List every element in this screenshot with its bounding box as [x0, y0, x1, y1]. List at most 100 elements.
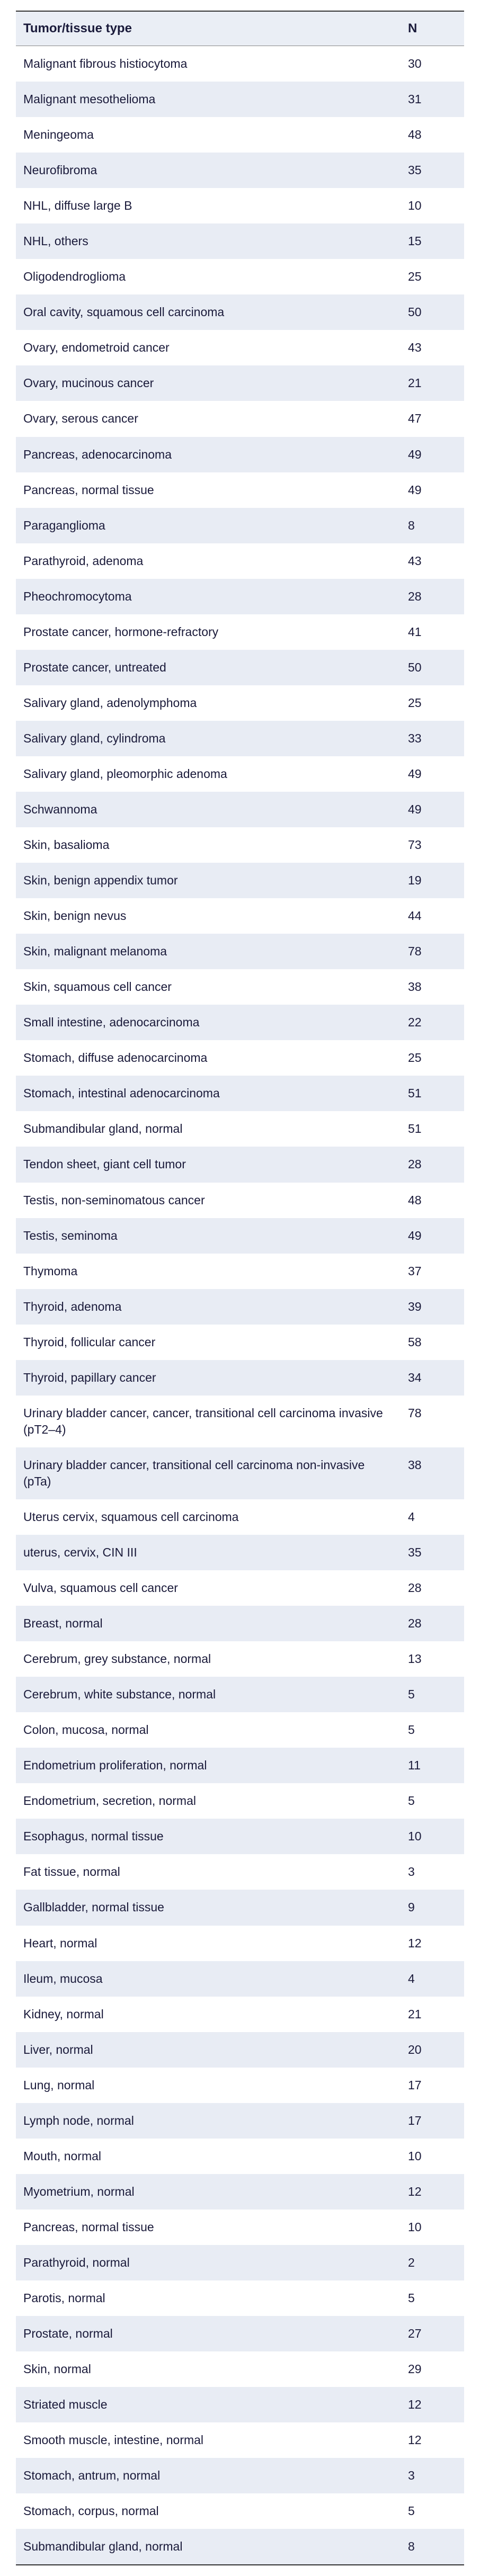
- table-row: Colon, mucosa, normal5: [16, 1712, 464, 1748]
- table-row: Submandibular gland, normal51: [16, 1111, 464, 1147]
- cell-n: 21: [401, 1997, 464, 2032]
- cell-n: 8: [401, 508, 464, 543]
- cell-tumor-type: Prostate cancer, hormone-refractory: [16, 614, 401, 650]
- cell-n: 48: [401, 1183, 464, 1218]
- data-table: Tumor/tissue type N Malignant fibrous hi…: [16, 11, 464, 2565]
- cell-n: 78: [401, 934, 464, 969]
- table-row: NHL, others15: [16, 223, 464, 259]
- cell-tumor-type: NHL, others: [16, 223, 401, 259]
- table-row: Heart, normal12: [16, 1926, 464, 1961]
- table-row: Ovary, mucinous cancer21: [16, 365, 464, 401]
- table-row: Oligodendroglioma25: [16, 259, 464, 294]
- cell-tumor-type: Oral cavity, squamous cell carcinoma: [16, 294, 401, 330]
- cell-tumor-type: Mouth, normal: [16, 2139, 401, 2174]
- cell-n: 38: [401, 969, 464, 1005]
- cell-tumor-type: Salivary gland, pleomorphic adenoma: [16, 756, 401, 792]
- cell-n: 49: [401, 792, 464, 827]
- table-row: Thyroid, follicular cancer58: [16, 1325, 464, 1360]
- table-row: Oral cavity, squamous cell carcinoma50: [16, 294, 464, 330]
- table-row: Vulva, squamous cell cancer28: [16, 1570, 464, 1606]
- cell-tumor-type: Skin, basalioma: [16, 827, 401, 863]
- table-row: Uterus cervix, squamous cell carcinoma4: [16, 1499, 464, 1535]
- cell-n: 8: [401, 2529, 464, 2565]
- table-row: Thyroid, adenoma39: [16, 1289, 464, 1325]
- table-row: Liver, normal20: [16, 2032, 464, 2068]
- cell-tumor-type: Submandibular gland, normal: [16, 1111, 401, 1147]
- table-row: Malignant mesothelioma31: [16, 82, 464, 117]
- cell-tumor-type: Stomach, diffuse adenocarcinoma: [16, 1040, 401, 1076]
- cell-n: 49: [401, 472, 464, 508]
- table-row: Kidney, normal21: [16, 1997, 464, 2032]
- table-row: Skin, benign nevus44: [16, 898, 464, 934]
- cell-n: 10: [401, 1819, 464, 1854]
- cell-n: 49: [401, 756, 464, 792]
- cell-tumor-type: Gallbladder, normal tissue: [16, 1890, 401, 1925]
- cell-tumor-type: Ileum, mucosa: [16, 1961, 401, 1997]
- cell-n: 5: [401, 2493, 464, 2529]
- cell-tumor-type: Oligodendroglioma: [16, 259, 401, 294]
- cell-tumor-type: Pancreas, adenocarcinoma: [16, 437, 401, 472]
- table-row: uterus, cervix, CIN III35: [16, 1535, 464, 1570]
- table-row: Mouth, normal10: [16, 2139, 464, 2174]
- cell-tumor-type: Kidney, normal: [16, 1997, 401, 2032]
- cell-tumor-type: Breast, normal: [16, 1606, 401, 1641]
- cell-n: 35: [401, 1535, 464, 1570]
- cell-tumor-type: Lymph node, normal: [16, 2103, 401, 2139]
- cell-n: 5: [401, 1783, 464, 1819]
- cell-tumor-type: Malignant mesothelioma: [16, 82, 401, 117]
- cell-tumor-type: Thyroid, follicular cancer: [16, 1325, 401, 1360]
- table-row: Smooth muscle, intestine, normal12: [16, 2422, 464, 2458]
- cell-n: 73: [401, 827, 464, 863]
- cell-tumor-type: Vulva, squamous cell cancer: [16, 1570, 401, 1606]
- cell-tumor-type: Stomach, antrum, normal: [16, 2458, 401, 2493]
- table-row: Meningeoma48: [16, 117, 464, 153]
- table-row: Prostate cancer, hormone-refractory41: [16, 614, 464, 650]
- column-header-n: N: [401, 11, 464, 46]
- table-row: Endometrium, secretion, normal5: [16, 1783, 464, 1819]
- cell-n: 44: [401, 898, 464, 934]
- table-row: Prostate cancer, untreated50: [16, 650, 464, 685]
- cell-tumor-type: Malignant fibrous histiocytoma: [16, 46, 401, 82]
- cell-n: 9: [401, 1890, 464, 1925]
- cell-n: 39: [401, 1289, 464, 1325]
- table-row: Schwannoma49: [16, 792, 464, 827]
- cell-n: 2: [401, 2245, 464, 2280]
- cell-tumor-type: Urinary bladder cancer, cancer, transiti…: [16, 1396, 401, 1447]
- table-row: Parathyroid, normal2: [16, 2245, 464, 2280]
- cell-n: 51: [401, 1111, 464, 1147]
- cell-tumor-type: Testis, seminoma: [16, 1218, 401, 1254]
- cell-tumor-type: Myometrium, normal: [16, 2174, 401, 2210]
- cell-n: 12: [401, 2174, 464, 2210]
- cell-n: 20: [401, 2032, 464, 2068]
- cell-tumor-type: Submandibular gland, normal: [16, 2529, 401, 2565]
- cell-tumor-type: Schwannoma: [16, 792, 401, 827]
- cell-n: 28: [401, 1147, 464, 1182]
- table-row: Urinary bladder cancer, transitional cel…: [16, 1447, 464, 1499]
- table-row: Parathyroid, adenoma43: [16, 543, 464, 579]
- cell-tumor-type: Stomach, corpus, normal: [16, 2493, 401, 2529]
- cell-n: 50: [401, 650, 464, 685]
- cell-tumor-type: Parathyroid, adenoma: [16, 543, 401, 579]
- table-row: Cerebrum, white substance, normal5: [16, 1677, 464, 1712]
- cell-n: 25: [401, 685, 464, 721]
- cell-tumor-type: Liver, normal: [16, 2032, 401, 2068]
- cell-tumor-type: Skin, benign appendix tumor: [16, 863, 401, 898]
- table-row: Stomach, diffuse adenocarcinoma25: [16, 1040, 464, 1076]
- table-row: Ovary, endometroid cancer43: [16, 330, 464, 365]
- cell-n: 58: [401, 1325, 464, 1360]
- cell-n: 31: [401, 82, 464, 117]
- table-row: Testis, seminoma49: [16, 1218, 464, 1254]
- table-row: Stomach, corpus, normal5: [16, 2493, 464, 2529]
- cell-tumor-type: Smooth muscle, intestine, normal: [16, 2422, 401, 2458]
- cell-tumor-type: Thymoma: [16, 1254, 401, 1289]
- cell-tumor-type: Pancreas, normal tissue: [16, 472, 401, 508]
- cell-n: 17: [401, 2068, 464, 2103]
- cell-n: 19: [401, 863, 464, 898]
- cell-n: 78: [401, 1396, 464, 1447]
- table-body: Malignant fibrous histiocytoma30Malignan…: [16, 46, 464, 2565]
- table-row: Salivary gland, adenolymphoma25: [16, 685, 464, 721]
- cell-tumor-type: Urinary bladder cancer, transitional cel…: [16, 1447, 401, 1499]
- cell-tumor-type: NHL, diffuse large B: [16, 188, 401, 223]
- table-row: Tendon sheet, giant cell tumor28: [16, 1147, 464, 1182]
- cell-tumor-type: Colon, mucosa, normal: [16, 1712, 401, 1748]
